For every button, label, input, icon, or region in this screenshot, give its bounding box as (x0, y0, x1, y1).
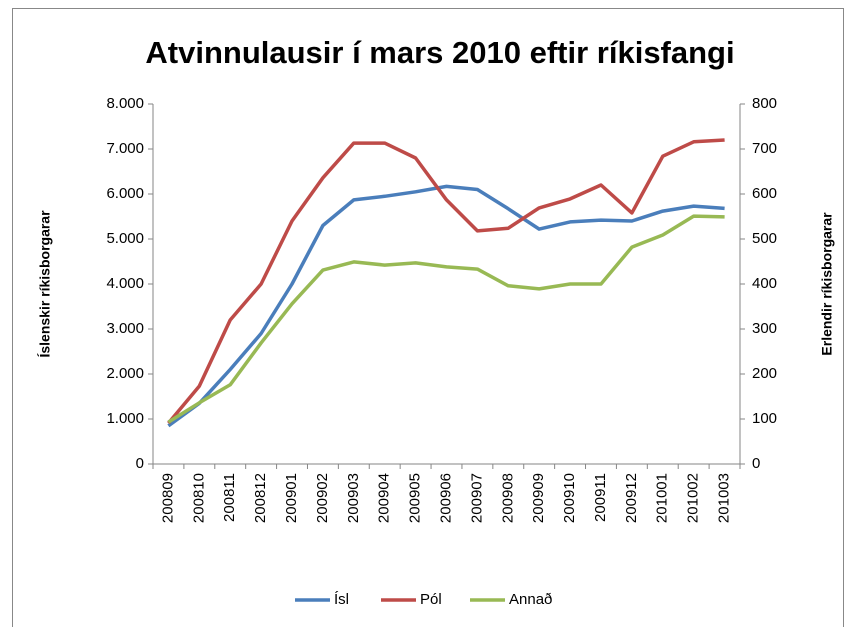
y2-tick-label: 800 (752, 95, 777, 112)
chart-title: Atvinnulausir í mars 2010 eftir ríkisfan… (145, 35, 734, 70)
x-tick-label: 200907 (468, 473, 485, 523)
y2-tick-label: 400 (752, 275, 777, 292)
y-tick-label: 3.000 (106, 320, 144, 337)
x-tick-label: 201001 (654, 473, 671, 523)
y-tick-label: 5.000 (106, 230, 144, 247)
y-tick-label: 4.000 (106, 275, 144, 292)
series-line (167, 138, 725, 425)
y-tick-label: 7.000 (106, 140, 144, 157)
y2-tick-label: 500 (752, 230, 777, 247)
x-tick-label: 200906 (437, 473, 454, 523)
y-tick-label: 2.000 (106, 365, 144, 382)
y2-tick-label: 700 (752, 140, 777, 157)
x-tick-label: 200911 (592, 473, 609, 522)
x-tick-label: 200811 (221, 473, 238, 522)
x-tick-label: 201002 (685, 473, 702, 523)
y-tick-label: 8.000 (106, 95, 144, 112)
x-tick-label: 200812 (252, 473, 269, 523)
y2-tick-label: 600 (752, 185, 777, 202)
legend-label: Ísl (334, 591, 349, 608)
y2-tick-label: 200 (752, 365, 777, 382)
y-tick-label: 0 (136, 455, 144, 472)
chart-frame (12, 8, 844, 627)
x-tick-label: 200903 (345, 473, 362, 523)
y-axis-title: Íslenskir ríkisborgarar (37, 210, 53, 358)
x-tick-label: 200905 (407, 473, 424, 523)
x-tick-label: 200901 (283, 473, 300, 523)
series-line (167, 184, 725, 428)
x-tick-label: 200904 (376, 473, 393, 523)
y2-tick-label: 300 (752, 320, 777, 337)
x-tick-label: 200810 (190, 473, 207, 523)
x-tick-label: 200909 (530, 473, 547, 523)
x-tick-label: 200908 (499, 473, 516, 523)
x-tick-label: 200809 (159, 473, 176, 523)
legend-label: Annað (509, 591, 552, 608)
x-tick-label: 200902 (314, 473, 331, 523)
y2-tick-label: 100 (752, 410, 777, 427)
series-line (167, 214, 725, 424)
x-tick-label: 200912 (623, 473, 640, 523)
y-tick-label: 1.000 (106, 410, 144, 427)
x-tick-label: 201003 (716, 473, 733, 523)
x-tick-label: 200910 (561, 473, 578, 523)
y-tick-label: 6.000 (106, 185, 144, 202)
y2-tick-label: 0 (752, 455, 760, 472)
legend-label: Pól (420, 591, 442, 608)
y2-axis-title: Erlendir ríkisborgarar (819, 212, 835, 356)
